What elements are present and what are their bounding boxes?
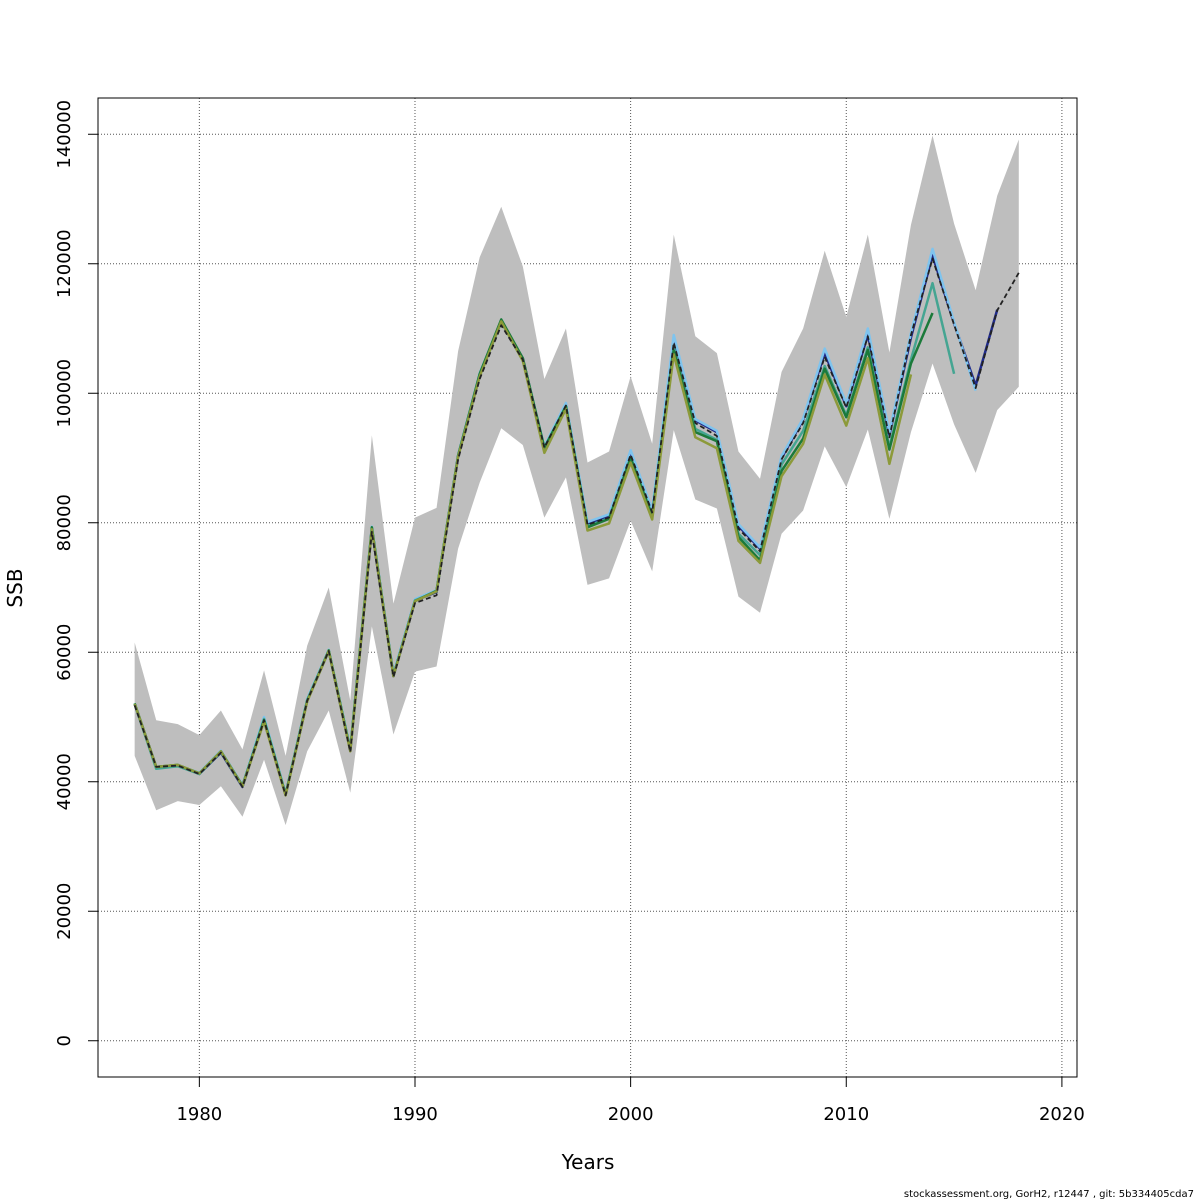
x-tick-label-2: 2000	[608, 1104, 654, 1125]
x-axis-label: Years	[561, 1150, 615, 1174]
y-axis-ticks: 0 20000 40000 60000 80000 100000 120000 140000	[54, 100, 98, 1046]
y-tick-label-7: 140000	[54, 100, 75, 169]
y-tick-label-2: 40000	[54, 753, 75, 810]
y-axis-label: SSB	[3, 568, 27, 607]
plot-frame	[97, 97, 1078, 1078]
y-tick-label-3: 60000	[54, 624, 75, 681]
x-tick-label-0: 1980	[176, 1104, 222, 1125]
y-tick-label-1: 20000	[54, 883, 75, 940]
x-axis-ticks: 1980 1990 2000 2010 2020	[176, 1077, 1085, 1125]
y-tick-label-5: 100000	[54, 359, 75, 428]
x-tick-label-3: 2010	[823, 1104, 869, 1125]
series-lines-layer	[133, 247, 1020, 797]
y-tick-label-0: 0	[54, 1035, 75, 1046]
x-tick-label-4: 2020	[1039, 1104, 1085, 1125]
series-line-5	[133, 257, 1020, 797]
confidence-band	[134, 135, 1019, 826]
x-tick-label-1: 1990	[392, 1104, 438, 1125]
y-tick-label-6: 120000	[54, 229, 75, 298]
y-tick-label-4: 80000	[54, 494, 75, 551]
confidence-band-layer	[134, 135, 1019, 826]
credit-text: stockassessment.org, GorH2, r12447 , git…	[904, 1189, 1194, 1200]
